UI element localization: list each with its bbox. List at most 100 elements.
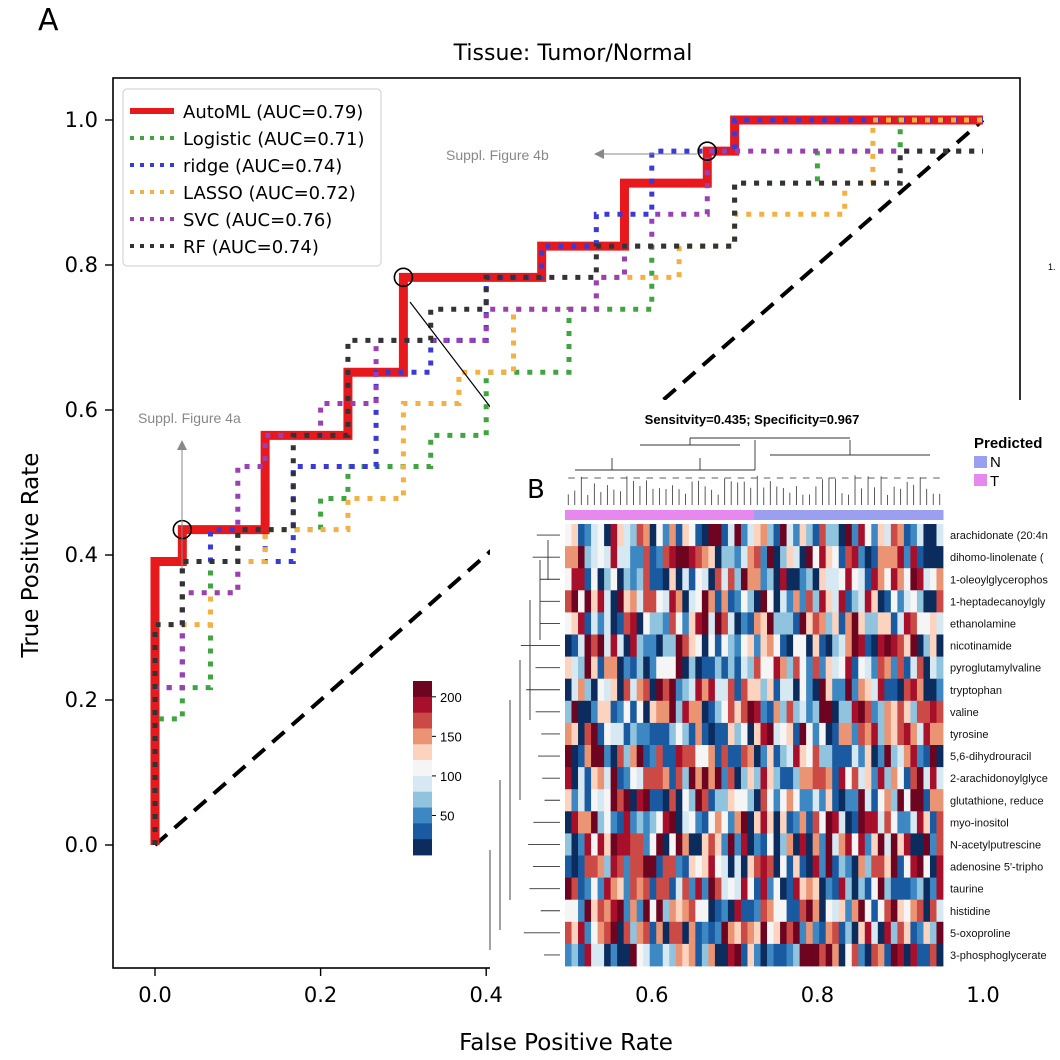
heatmap-cell [884,524,892,547]
heatmap-cell [832,855,840,878]
heatmap-cell [604,921,612,945]
heatmap-cell [708,855,716,878]
heatmap-cell [910,546,918,569]
heatmap-cell [617,921,625,945]
heatmap-cell [695,524,703,547]
heatmap-cell [877,656,885,680]
heatmap-cell [747,568,755,591]
group-cell [871,510,879,520]
heatmap-cell [571,899,579,923]
heatmap-cell [610,921,618,945]
heatmap-cell [571,811,579,834]
heatmap-cell [565,656,572,680]
heatmap-cell [819,943,827,967]
heatmap-cell [767,590,774,613]
heatmap-cell [864,634,872,657]
heatmap-cell [682,921,690,945]
colorbar-tick-label: 150 [440,729,462,744]
heatmap-cell [858,568,866,591]
heatmap-cell [610,767,618,790]
heatmap-cell [734,634,742,657]
heatmap-cell [936,700,944,724]
heatmap-cell [669,634,677,657]
heatmap-cell [610,678,618,702]
heatmap-cell [734,700,742,724]
heatmap-cell [910,590,918,613]
heatmap-cell [701,943,709,967]
heatmap-cell [578,789,585,812]
heatmap-cell [675,767,683,790]
group-cell [565,510,573,520]
heatmap-cell [714,590,722,613]
roc-axis-ticks: 0.0 0.2 0.4 0.6 0.8 1.0 0.0 0.2 0.4 0.6 0.8 1.0 [65,108,1000,1007]
heatmap-cell [747,700,755,724]
heatmap-cell [793,722,801,746]
heatmap-cell [786,833,794,856]
heatmap-cell [819,546,827,569]
heatmap-cell [812,634,820,657]
heatmap-cell [806,678,814,702]
heatmap-cell [793,767,801,790]
heatmap-cell [890,789,898,812]
heatmap-cell [845,899,853,923]
heatmap-cell [890,524,898,547]
heatmap-cell [721,833,729,856]
heatmap-cell [591,568,598,591]
heatmap-cell [884,722,892,746]
heatmap-cell [767,899,774,923]
heatmap-cell [669,700,677,724]
heatmap-cell [767,745,774,768]
heatmap-cell [591,745,598,768]
heatmap-cell [578,546,585,569]
heatmap-row-label: 1-heptadecanoylgly [950,596,1046,608]
heatmap-cell [701,745,709,768]
heatmap-cell [688,855,696,878]
heatmap-cell [591,921,598,945]
heatmap-cell [701,568,709,591]
heatmap-cell [591,700,598,724]
heatmap-cell [734,877,742,901]
heatmap-cell [610,833,618,856]
heatmap-cell [740,634,748,657]
heatmap-cell [897,612,905,635]
heatmap-cell [825,612,833,635]
heatmap-cell [767,943,774,967]
heatmap-cell [871,789,879,812]
heatmap-cell [884,811,892,834]
heatmap-cell [864,568,872,591]
heatmap-cell [903,833,911,856]
legend-label: SVC (AUC=0.76) [183,210,332,231]
group-cell [884,510,892,520]
heatmap-cell [897,811,905,834]
heatmap-cell [708,899,716,923]
heatmap-cell [708,722,716,746]
heatmap-row-label: histidine [950,906,990,918]
heatmap-cell [793,546,801,569]
heatmap-cell [884,833,892,856]
heatmap-cell [649,612,657,635]
heatmap-cell [812,612,820,635]
heatmap-cell [565,877,572,901]
heatmap-cell [740,789,748,812]
x-tick-label: 0.4 [469,983,502,1007]
heatmap-cell [578,745,585,768]
heatmap-cell [786,568,794,591]
heatmap-cell [656,745,664,768]
heatmap-cell [617,678,625,702]
heatmap-cell [571,745,579,768]
heatmap-cell [864,855,872,878]
heatmap-cell [877,833,885,856]
heatmap-cell [845,855,853,878]
heatmap-cell [643,767,651,790]
heatmap-cell [682,612,690,635]
heatmap-cell [851,656,859,680]
heatmap-cell [903,656,911,680]
heatmap-cell [721,700,729,724]
heatmap-cell [851,921,859,945]
heatmap-cell [760,656,768,680]
heatmap-cell [695,700,703,724]
heatmap-cell [910,656,918,680]
heatmap-cell [936,546,944,569]
heatmap-cell [851,678,859,702]
heatmap-cell [591,811,598,834]
